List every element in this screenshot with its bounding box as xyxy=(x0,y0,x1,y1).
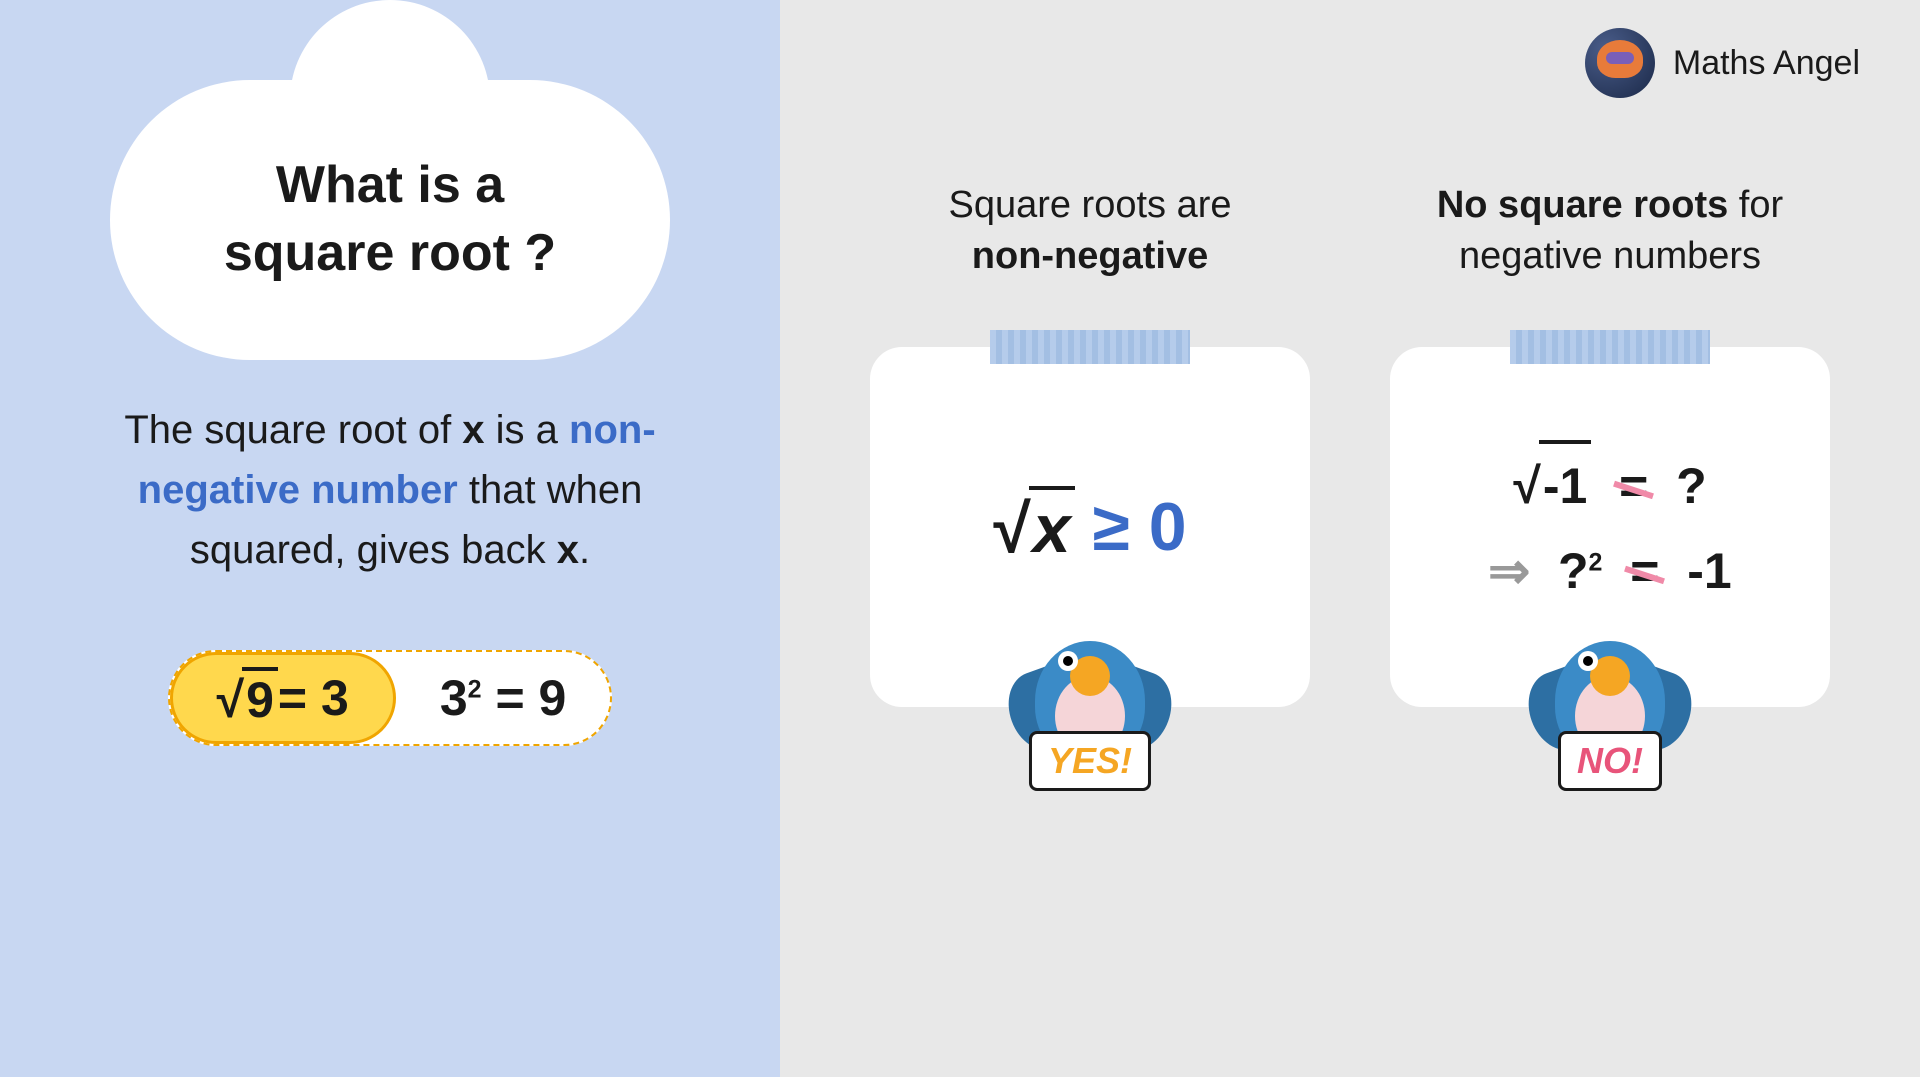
title-line1: What is a xyxy=(276,156,504,214)
def-x: x xyxy=(462,408,484,452)
page-title: What is a square root ? xyxy=(224,152,556,287)
h1-pre: Square roots are xyxy=(948,184,1231,226)
ex-eq2: = 9 xyxy=(482,670,567,726)
title-line2: square root ? xyxy=(224,224,556,282)
card-heading-1: Square roots are non-negative xyxy=(948,180,1231,290)
f2-base: ? xyxy=(1558,543,1589,599)
tape-icon xyxy=(1510,330,1710,364)
formula-nonnegative: √x ≥ 0 xyxy=(993,486,1186,568)
example-pill: √9 = 3 32 = 9 xyxy=(168,650,613,746)
card-heading-2: No square roots for negative numbers xyxy=(1380,180,1840,290)
title-cloud: What is a square root ? xyxy=(110,80,670,360)
brand-name: Maths Angel xyxy=(1673,44,1860,83)
f1-rel: ≥ 0 xyxy=(1093,488,1187,566)
ex-exp: 2 xyxy=(468,675,482,703)
example-row: √9 = 3 32 = 9 xyxy=(0,650,780,746)
definition-text: The square root of x is a non-negative n… xyxy=(0,400,780,580)
h1-bold: non-negative xyxy=(972,235,1208,277)
formula-negative: √-1 = ? ⇒ ?2 = -1 xyxy=(1488,440,1731,614)
h2-bold: No square roots xyxy=(1437,184,1728,226)
ex-radicand: 9 xyxy=(242,667,278,729)
card-nonnegative: Square roots are non-negative √x ≥ 0 YES… xyxy=(860,180,1320,707)
f2-rhs2: -1 xyxy=(1687,543,1731,599)
card-1: √x ≥ 0 YES! xyxy=(870,347,1310,707)
card-2: √-1 = ? ⇒ ?2 = -1 NO! xyxy=(1390,347,1830,707)
tape-icon xyxy=(990,330,1190,364)
mascot-no: NO! xyxy=(1520,641,1700,781)
f2-exp: 2 xyxy=(1589,548,1603,576)
def-x2: x xyxy=(557,528,579,572)
right-panel: Maths Angel Square roots are non-negativ… xyxy=(780,0,1920,1077)
ex-base: 3 xyxy=(440,670,468,726)
f2-eq2: = xyxy=(1630,529,1659,614)
f1-radicand: x xyxy=(1029,486,1075,568)
ex-eq: = 3 xyxy=(278,669,349,727)
def-end: . xyxy=(579,528,590,572)
card-negative: No square roots for negative numbers √-1… xyxy=(1380,180,1840,707)
sign-no: NO! xyxy=(1558,731,1662,791)
f2-rhs1: ? xyxy=(1676,458,1707,514)
mascot-yes: YES! xyxy=(1000,641,1180,781)
def-mid: is a xyxy=(485,408,569,452)
example-sqrt: √9 = 3 xyxy=(170,652,396,744)
cards-row: Square roots are non-negative √x ≥ 0 YES… xyxy=(780,0,1920,707)
example-squared: 32 = 9 xyxy=(396,669,611,727)
f2-eq1: = xyxy=(1619,444,1648,529)
left-panel: What is a square root ? The square root … xyxy=(0,0,780,1077)
arrow-icon: ⇒ xyxy=(1488,543,1530,599)
brand-logo-icon xyxy=(1585,28,1655,98)
brand: Maths Angel xyxy=(1585,28,1860,98)
f2-radicand: -1 xyxy=(1539,440,1591,529)
sign-yes: YES! xyxy=(1029,731,1151,791)
def-pre: The square root of xyxy=(124,408,462,452)
